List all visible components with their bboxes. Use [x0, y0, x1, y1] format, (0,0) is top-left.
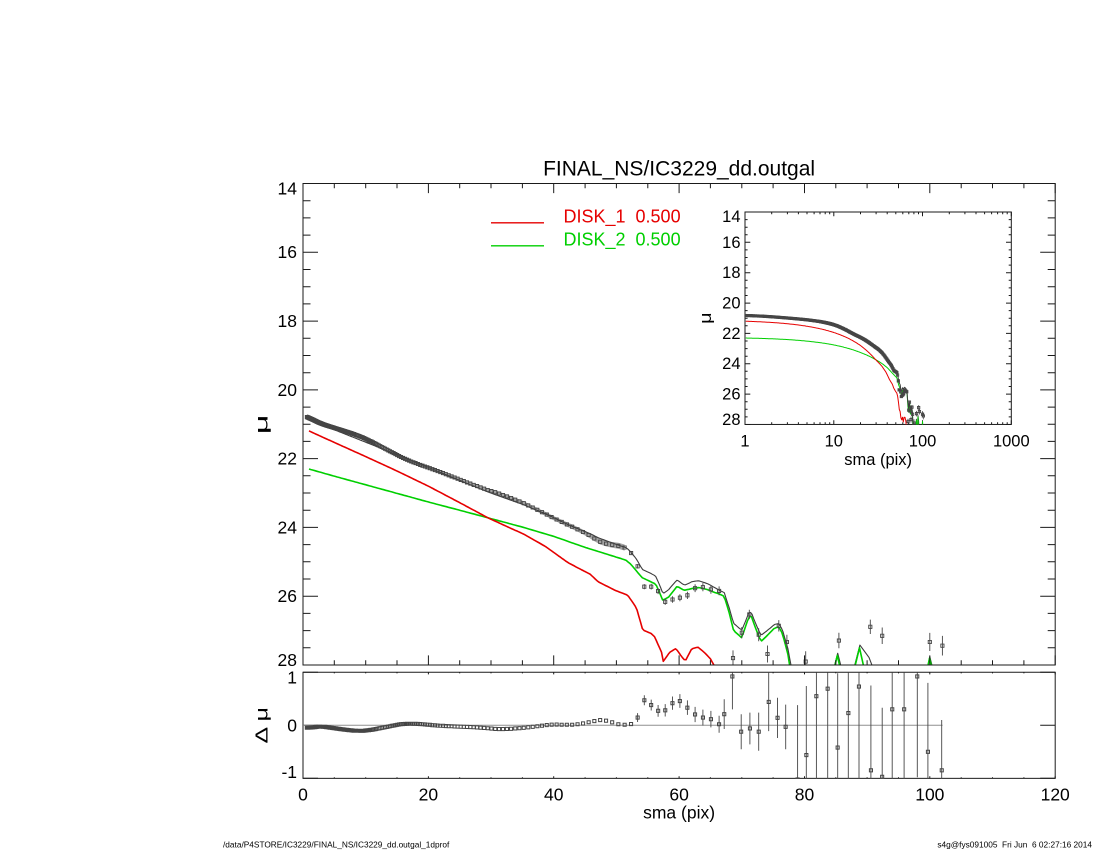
svg-text:sma (pix): sma (pix) — [844, 451, 912, 469]
svg-text:24: 24 — [722, 355, 740, 373]
svg-text:18: 18 — [722, 264, 740, 282]
svg-text:60: 60 — [669, 785, 689, 805]
svg-text:22: 22 — [278, 449, 297, 469]
svg-text:16: 16 — [722, 234, 740, 252]
svg-text:μ: μ — [251, 414, 271, 434]
svg-text:28: 28 — [278, 650, 297, 670]
svg-text:40: 40 — [544, 785, 564, 805]
svg-text:22: 22 — [722, 325, 740, 343]
svg-text:20: 20 — [419, 785, 439, 805]
svg-text:20: 20 — [278, 380, 298, 400]
svg-text:FINAL_NS/IC3229_dd.outgal: FINAL_NS/IC3229_dd.outgal — [543, 158, 815, 181]
svg-text:/data/P4STORE/IC3229/FINAL_NS/: /data/P4STORE/IC3229/FINAL_NS/IC3229_dd.… — [223, 839, 450, 849]
svg-text:120: 120 — [1041, 785, 1070, 805]
svg-text:1: 1 — [287, 667, 297, 687]
svg-text:100: 100 — [909, 433, 937, 451]
svg-text:s4g@fys091005 Fri Jun 6 02:2: s4g@fys091005 Fri Jun 6 02:27:16 2014 — [937, 839, 1092, 849]
svg-text:-1: -1 — [281, 762, 297, 782]
svg-text:28: 28 — [722, 411, 740, 429]
svg-text:1: 1 — [740, 433, 749, 451]
svg-text:80: 80 — [795, 785, 815, 805]
svg-text:0: 0 — [287, 716, 297, 736]
svg-text:16: 16 — [278, 242, 297, 262]
svg-text:1000: 1000 — [993, 433, 1030, 451]
svg-text:μ: μ — [697, 313, 715, 324]
svg-text:24: 24 — [278, 517, 298, 537]
svg-text:14: 14 — [278, 178, 298, 198]
svg-text:26: 26 — [722, 386, 740, 404]
svg-text:20: 20 — [722, 294, 740, 312]
svg-text:DISK_1 0.500: DISK_1 0.500 — [564, 206, 681, 227]
svg-text:26: 26 — [278, 586, 297, 606]
svg-text:0: 0 — [298, 785, 308, 805]
svg-text:100: 100 — [915, 785, 944, 805]
svg-text:18: 18 — [278, 311, 297, 331]
svg-text:sma (pix): sma (pix) — [643, 803, 715, 823]
svg-text:14: 14 — [722, 208, 740, 226]
svg-text:10: 10 — [825, 433, 843, 451]
svg-text:Δ μ: Δ μ — [252, 707, 272, 743]
svg-text:DISK_2 0.500: DISK_2 0.500 — [564, 229, 681, 250]
